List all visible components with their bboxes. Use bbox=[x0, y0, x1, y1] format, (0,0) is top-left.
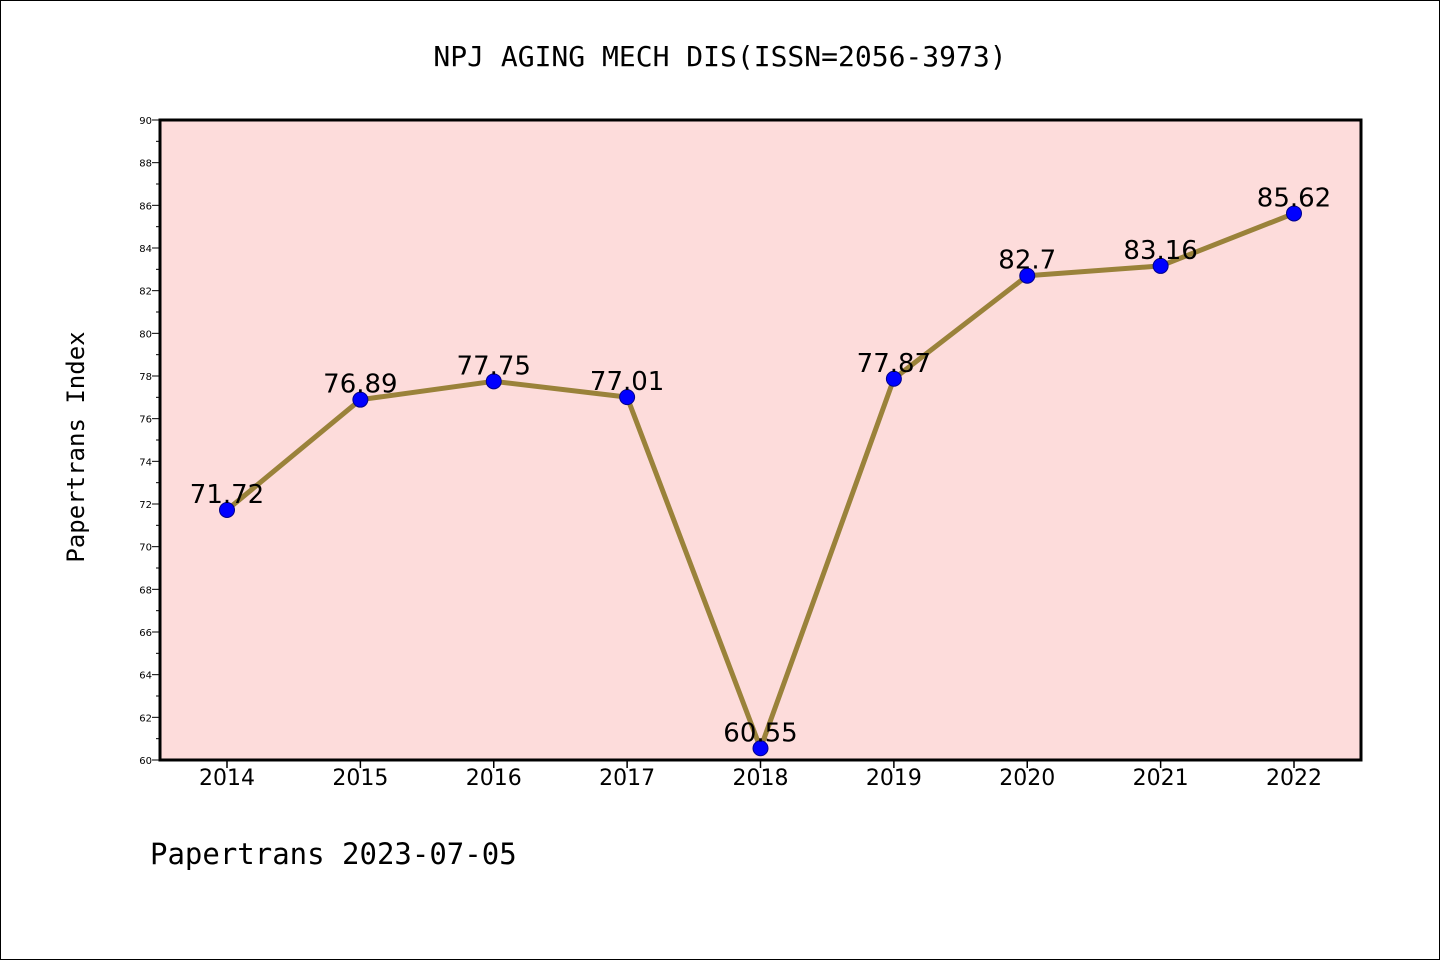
data-label: 77.75 bbox=[457, 351, 531, 381]
x-tick-label: 2018 bbox=[733, 766, 789, 791]
chart-title: NPJ AGING MECH DIS(ISSN=2056-3973) bbox=[433, 40, 1006, 73]
x-tick-label: 2014 bbox=[199, 766, 255, 791]
y-tick-label: 60 bbox=[139, 756, 152, 767]
x-tick-label: 2022 bbox=[1266, 766, 1322, 791]
data-point-marker bbox=[1019, 267, 1036, 284]
y-tick-label: 66 bbox=[139, 628, 152, 639]
y-tick-label: 86 bbox=[139, 201, 152, 212]
y-tick-label: 80 bbox=[139, 329, 152, 340]
data-point-marker bbox=[352, 391, 369, 408]
x-tick-label: 2015 bbox=[332, 766, 388, 791]
marker-group bbox=[219, 205, 1302, 757]
data-point-marker bbox=[619, 389, 636, 406]
y-tick-label: 68 bbox=[139, 585, 152, 596]
y-tick-label: 70 bbox=[139, 543, 152, 554]
y-axis: 60 62 64 66 68 70 72 74 76 78 80 82 84 86 88 90 bbox=[139, 116, 160, 767]
y-tick-label: 62 bbox=[139, 713, 152, 724]
x-tick-label: 2019 bbox=[866, 766, 922, 791]
data-label: 77.01 bbox=[590, 367, 664, 397]
data-point-marker bbox=[885, 370, 902, 387]
y-tick-label: 90 bbox=[139, 116, 152, 127]
data-label: 76.89 bbox=[323, 370, 397, 400]
x-tick-label: 2021 bbox=[1133, 766, 1189, 791]
plot-area bbox=[160, 120, 1361, 760]
data-label: 60.55 bbox=[723, 718, 797, 748]
x-tick-label: 2016 bbox=[466, 766, 522, 791]
data-point-marker bbox=[752, 740, 769, 757]
y-tick-label: 82 bbox=[139, 287, 152, 298]
data-label: 83.16 bbox=[1123, 236, 1197, 266]
x-tick-label: 2017 bbox=[599, 766, 655, 791]
y-tick-label: 84 bbox=[139, 244, 152, 255]
data-label: 77.87 bbox=[857, 349, 931, 379]
x-tick-label: 2020 bbox=[999, 766, 1055, 791]
data-point-marker bbox=[219, 501, 235, 518]
y-tick-label: 64 bbox=[139, 671, 152, 682]
plot-border bbox=[158, 118, 1363, 762]
x-axis: 2014 2015 2016 2017 2018 2019 2020 2021 2022 bbox=[199, 760, 1322, 791]
data-point-marker bbox=[485, 373, 502, 390]
data-label-group: 71.72 76.89 77.75 77.01 60.55 77.87 82.7 83.16 8… bbox=[190, 183, 1331, 748]
data-label: 82.7 bbox=[998, 246, 1056, 276]
data-label: 85.62 bbox=[1257, 183, 1331, 213]
y-tick-label: 72 bbox=[139, 500, 152, 511]
footer-text: Papertrans 2023-07-05 bbox=[150, 837, 517, 871]
y-tick-label: 74 bbox=[139, 457, 152, 468]
y-tick-label: 76 bbox=[139, 415, 152, 426]
data-label: 71.72 bbox=[190, 480, 264, 510]
data-point-marker bbox=[1286, 205, 1302, 222]
data-point-marker bbox=[1152, 257, 1169, 274]
y-tick-label: 78 bbox=[139, 372, 152, 383]
y-axis-label: Papertrans Index bbox=[62, 331, 90, 562]
y-tick-label: 88 bbox=[139, 159, 152, 170]
